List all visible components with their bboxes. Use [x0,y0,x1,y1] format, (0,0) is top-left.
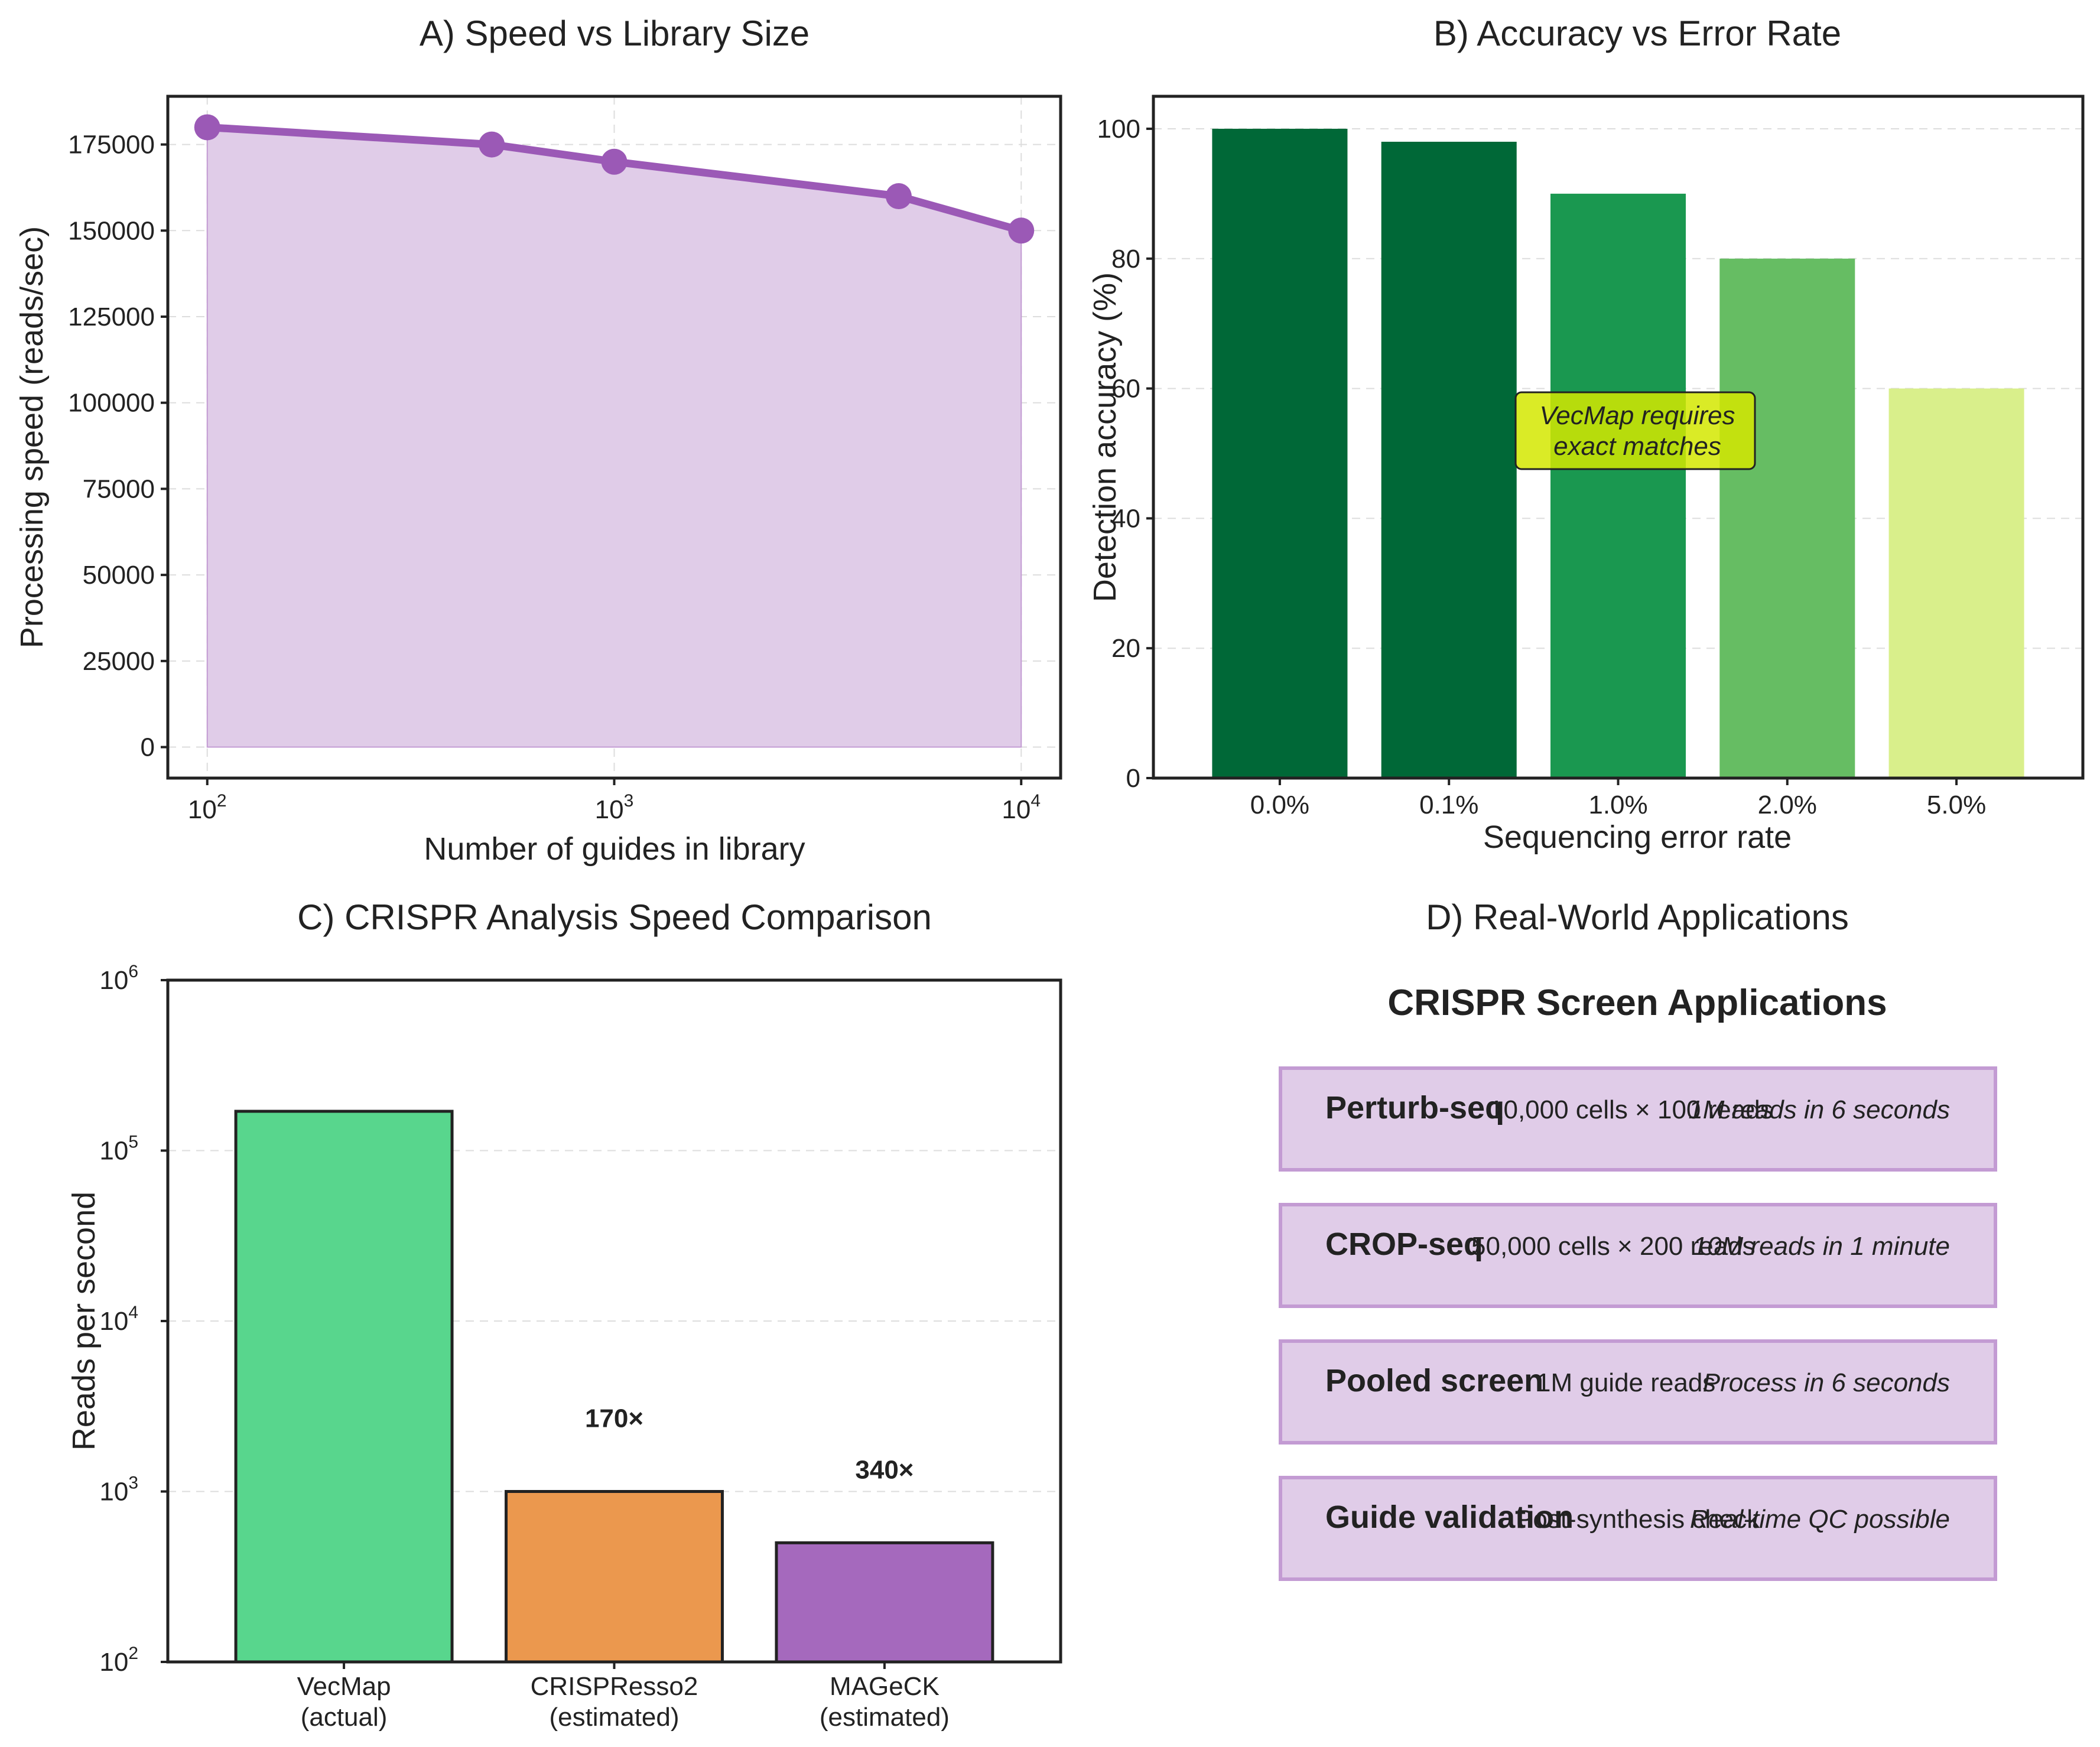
y-tick-label: 0 [1126,764,1140,793]
app-name: Pooled screen [1325,1363,1543,1398]
app-card-box [1279,1339,1997,1445]
accuracy-bar [1381,141,1517,778]
x-tick-label: 2.0% [1758,790,1817,819]
app-name: Guide validation [1325,1499,1574,1535]
panel-a-ticks: 102 103 104 0 25000 50000 75000 100000 125000 150… [68,131,1041,824]
panel-a: A) Speed vs Library Size 102 103 104 0 25000… [14,14,1062,867]
speed-point [601,148,628,175]
speed-point [479,131,505,158]
x-tick-label: 5.0% [1927,790,1986,819]
panel-c-title: C) CRISPR Analysis Speed Comparison [297,897,932,937]
app-card-box [1279,1476,1997,1581]
y-tick-label: 175000 [68,131,155,160]
y-tick-label: 0 [141,733,155,762]
panel-b: B) Accuracy vs Error Rate 0.0% 0.1% 1.0% 2.… [1087,14,2085,855]
callout-line-1: VecMap requires [1540,401,1735,430]
speed-points [194,114,1035,244]
y-tick-label: 40 [1111,504,1140,533]
app-card-pooled-screen: Pooled screen 1M guide reads Process in … [1279,1339,1997,1445]
x-tick-label: CRISPResso2 [531,1672,698,1701]
callout-box [1514,391,1756,470]
app-card-perturb-seq: Perturb-seq 10,000 cells × 100 reads 1M … [1279,1066,1997,1172]
panel-b-xlabel: Sequencing error rate [1483,819,1792,855]
applications-heading: CRISPR Screen Applications [1387,983,1887,1023]
panel-b-title: B) Accuracy vs Error Rate [1433,14,1841,53]
accuracy-bar [1212,128,1348,778]
y-tick-label: 25000 [83,647,155,676]
y-tick-label: 105 [99,1133,138,1166]
y-tick-label: 102 [99,1644,138,1677]
x-tick-sublabel: (actual) [301,1703,388,1732]
panel-b-ylabel: Detection accuracy (%) [1087,272,1123,602]
app-result: Process in 6 seconds [1703,1368,1950,1397]
x-tick-label: MAGeCK [830,1672,940,1701]
x-tick-sublabel: (estimated) [820,1703,950,1732]
x-tick-label: 102 [188,791,227,824]
panel-a-xlabel: Number of guides in library [424,831,805,867]
y-tick-label: 103 [99,1473,138,1507]
y-tick-label: 125000 [68,302,155,331]
x-tick-label: 0.0% [1250,790,1309,819]
app-detail: 10,000 cells × 100 reads [1489,1095,1773,1124]
x-tick-label: 103 [595,791,634,824]
y-tick-label: 106 [99,962,138,995]
y-tick-label: 104 [99,1303,138,1336]
x-tick-label: 0.1% [1419,790,1478,819]
panel-c: C) CRISPR Analysis Speed Comparison 170×… [66,897,1062,1732]
y-tick-label: 20 [1111,634,1140,663]
panel-b-ticks: 0.0% 0.1% 1.0% 2.0% 5.0% 0 20 40 60 80 100 [1097,115,1987,819]
app-card-box [1279,1203,1997,1308]
panel-c-ylabel: Reads per second [66,1192,102,1450]
panel-d-title: D) Real-World Applications [1426,897,1849,937]
accuracy-bar [1550,193,1686,778]
x-tick-label: 104 [1002,791,1041,824]
app-detail: Post-synthesis check [1516,1505,1760,1534]
speed-area-fill [206,126,1022,748]
accuracy-bars [1212,128,2024,778]
app-card-guide-validation: Guide validation Post-synthesis check Re… [1279,1476,1997,1581]
speedup-label: 340× [855,1456,914,1485]
comparison-bar [505,1490,724,1664]
y-tick-label: 150000 [68,216,155,245]
comparison-bars: 170× 340× [234,1110,994,1664]
app-result: 1M reads in 6 seconds [1688,1095,1950,1124]
y-tick-label: 100 [1097,115,1140,144]
y-tick-label: 50000 [83,561,155,590]
speed-point [1008,217,1035,244]
app-card-crop-seq: CROP-seq 50,000 cells × 200 reads 10M re… [1279,1203,1997,1308]
callout-line-2: exact matches [1553,432,1721,461]
comparison-bar [234,1110,454,1664]
app-result: Real-time QC possible [1690,1505,1950,1534]
app-detail: 50,000 cells × 200 reads [1471,1232,1756,1261]
y-tick-label: 80 [1111,245,1140,274]
app-detail: 1M guide reads [1536,1368,1715,1397]
app-card-box [1279,1066,1997,1172]
app-name: CROP-seq [1325,1227,1483,1262]
accuracy-bar [1719,258,1855,778]
accuracy-bar [1888,388,2024,778]
y-tick-label: 60 [1111,375,1140,404]
app-result: 10M reads in 1 minute [1693,1232,1950,1261]
speed-point [885,183,912,210]
speed-point [194,114,220,141]
exact-match-callout: VecMap requires exact matches [1514,391,1756,470]
panel-a-title: A) Speed vs Library Size [420,14,810,53]
x-tick-label: VecMap [297,1672,391,1701]
x-tick-sublabel: (estimated) [549,1703,679,1732]
speedup-label: 170× [585,1404,643,1433]
y-tick-label: 75000 [83,474,155,503]
panel-c-ticks: VecMap(actual)CRISPResso2(estimated)MAGe… [99,962,950,1732]
panel-a-ylabel: Processing speed (reads/sec) [14,226,50,648]
comparison-bar [775,1541,994,1664]
panel-d: D) Real-World Applications CRISPR Screen… [1279,897,1997,1581]
y-tick-label: 100000 [68,389,155,418]
app-name: Perturb-seq [1325,1090,1504,1125]
x-tick-label: 1.0% [1588,790,1647,819]
